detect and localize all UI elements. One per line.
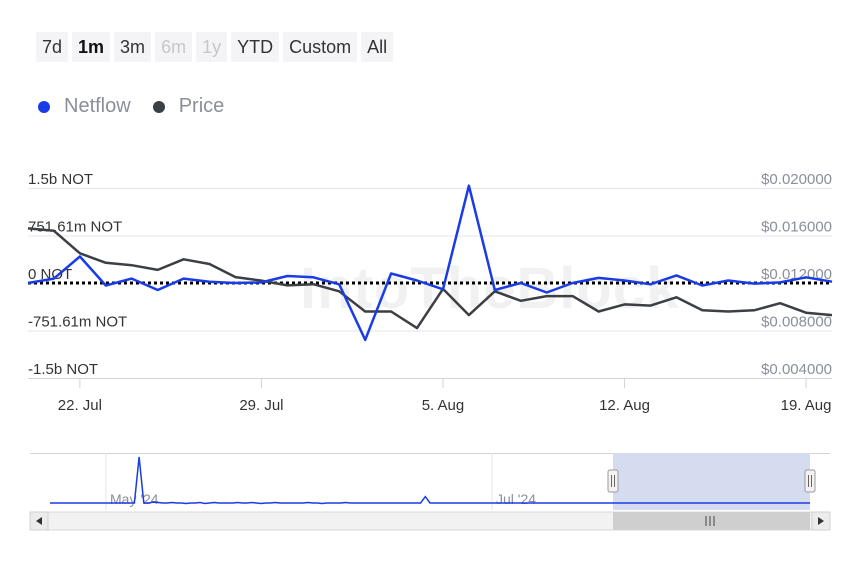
legend-item-price[interactable]: Price [152,95,225,118]
legend-dot-netflow [38,100,50,113]
handle-box [804,469,816,493]
range-button-6m: 6m [155,32,193,62]
arrow-right-icon [818,517,824,525]
x-tick-label: 19. Aug [781,397,832,414]
navigator-label: Jul '24 [496,491,536,507]
range-button-1y: 1y [196,32,228,62]
legend-dot-price [152,100,165,113]
x-tick-label: 5. Aug [422,397,465,414]
handle-box [607,469,619,493]
legend: Netflow Price [38,95,224,118]
right-axis: $0.020000$0.016000$0.012000$0.008000$0.0… [761,171,832,378]
navigator: May '24 Jul '24 [29,453,831,531]
range-button-all[interactable]: All [361,32,394,62]
range-selector: 7d 1m 3m 6m 1y YTD Custom All [36,32,394,62]
arrow-left-icon [36,517,42,525]
legend-label-netflow: Netflow [64,95,131,117]
series-layer [27,184,833,342]
y-tick-left: 0 NOT [28,266,72,283]
series-line-price [27,227,833,330]
range-button-1m[interactable]: 1m [72,32,111,62]
range-button-custom[interactable]: Custom [283,32,358,62]
legend-label-price: Price [178,95,225,117]
y-tick-left: 1.5b NOT [28,171,93,188]
x-axis: 22. Jul 29. Jul 5. Aug 12. Aug 19. Aug [28,378,832,414]
series-line-netflow [27,184,833,342]
navigator-scrollbar [29,511,831,531]
scrollbar-thumb-box [613,512,810,530]
x-tick-label: 22. Jul [58,397,102,414]
y-tick-left: 751.61m NOT [28,219,122,236]
range-button-ytd[interactable]: YTD [231,32,280,62]
scrollbar-thumb[interactable] [613,512,810,530]
navigator-series-netflow [50,456,810,505]
legend-item-netflow[interactable]: Netflow [38,95,131,118]
scroll-right-button[interactable] [811,511,831,531]
range-button-3m[interactable]: 3m [114,32,152,62]
navigator-selection [613,453,810,510]
y-tick-left: -751.61m NOT [28,314,127,331]
y-tick-right: $0.020000 [761,171,832,188]
scroll-left-button[interactable] [29,511,49,531]
left-axis: 1.5b NOT 751.61m NOT 0 NOT -751.61m NOT -1.5… [28,171,127,378]
x-tick-label: 12. Aug [599,397,650,414]
y-tick-right: $0.004000 [761,361,832,378]
y-tick-right: $0.008000 [761,314,832,331]
x-tick-label: 29. Jul [239,397,283,414]
y-tick-left: -1.5b NOT [28,361,98,378]
range-button-7d[interactable]: 7d [36,32,69,62]
y-tick-right: $0.016000 [761,219,832,236]
navigator-handle-left[interactable] [607,469,619,493]
navigator-handle-right[interactable] [804,469,816,493]
